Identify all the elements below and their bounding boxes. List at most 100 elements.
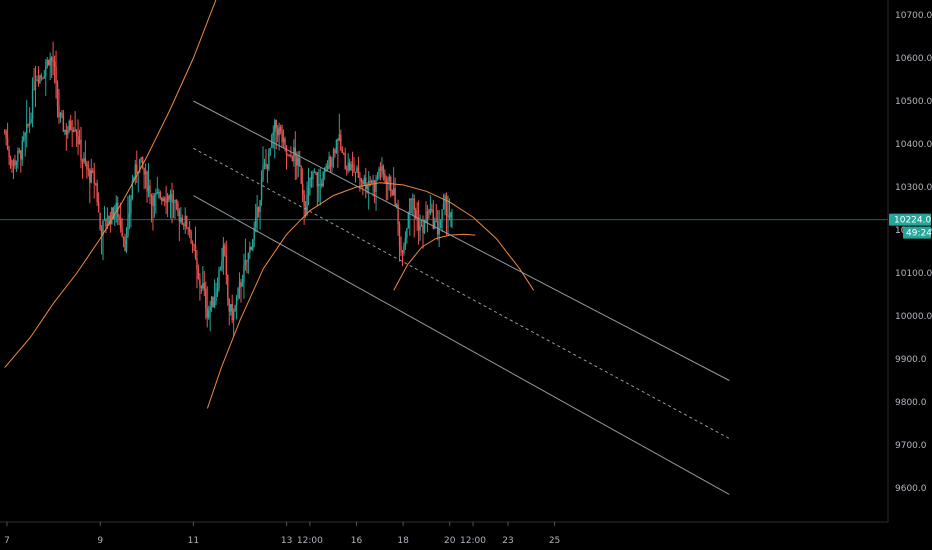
candle-body — [385, 178, 388, 184]
candle-body — [67, 130, 69, 135]
orange-arc[interactable] — [4, 0, 217, 368]
price-tick-label: 9900.0 — [895, 355, 927, 365]
candle-body — [232, 310, 235, 321]
candle-body — [225, 255, 228, 275]
candle-body — [363, 177, 366, 184]
candle-body — [75, 131, 78, 137]
candle-body — [83, 158, 85, 162]
price-tick-label: 9700.0 — [895, 441, 927, 451]
candle-body — [266, 164, 269, 169]
candle-body — [163, 198, 166, 202]
candle-body — [55, 66, 57, 83]
candle-body — [158, 192, 160, 194]
candle-body — [9, 157, 12, 166]
candle-body — [92, 170, 94, 173]
price-axis-background[interactable] — [888, 0, 932, 522]
time-tick-label: 12:00 — [297, 536, 323, 546]
candle-body — [24, 132, 26, 137]
candle-body — [347, 162, 349, 171]
candle-body — [410, 198, 412, 200]
candle-body — [299, 158, 301, 167]
price-tick-label: 10500.0 — [895, 97, 932, 107]
candle-body — [136, 164, 138, 173]
candle-body — [199, 279, 201, 286]
candle-body — [12, 160, 15, 166]
candle-body — [196, 257, 198, 270]
candle-body — [306, 195, 308, 215]
candle-body — [413, 198, 415, 211]
candle-body — [321, 183, 323, 186]
candle-body — [334, 149, 336, 153]
candle-body — [365, 177, 367, 189]
channel-upper-line[interactable] — [193, 100, 730, 381]
candle-body — [254, 217, 257, 228]
candle-body — [78, 139, 81, 145]
candle-body — [128, 213, 131, 219]
candle-body — [307, 185, 310, 196]
orange-arc[interactable] — [393, 233, 476, 291]
candle-body — [313, 172, 316, 174]
candle-body — [153, 195, 156, 206]
candle-body — [6, 138, 9, 150]
candle-body — [438, 228, 440, 235]
time-tick-label: 11 — [188, 536, 199, 546]
candle-body — [416, 217, 418, 221]
candle-body — [168, 195, 170, 200]
candle-body — [350, 164, 352, 171]
candle-body — [150, 195, 153, 197]
candle-body — [375, 179, 377, 192]
candle-body — [152, 195, 154, 206]
candle-body — [37, 79, 40, 84]
candle-body — [429, 209, 432, 213]
candle-body — [161, 197, 163, 202]
candle-body — [369, 180, 371, 182]
candle-body — [301, 183, 304, 195]
candle-body — [345, 169, 348, 171]
candle-body — [348, 162, 351, 171]
candle-body — [387, 181, 389, 184]
candle-body — [366, 185, 368, 189]
candle-body — [39, 75, 41, 84]
candle-body — [172, 200, 175, 203]
candle-body — [395, 204, 398, 207]
candle-body — [119, 218, 122, 229]
channel-lower-line[interactable] — [193, 195, 730, 495]
candle-body — [125, 235, 128, 252]
candle-body — [340, 134, 342, 150]
candle-body — [312, 172, 314, 180]
candle-body — [121, 228, 123, 237]
candle-body — [115, 202, 117, 213]
candle-body — [185, 215, 188, 228]
candle-body — [90, 170, 92, 183]
orange-arc[interactable] — [206, 182, 534, 409]
candle-body — [165, 201, 167, 203]
candle-body — [28, 122, 31, 126]
candle-body — [244, 260, 247, 266]
time-tick-label: 9 — [97, 536, 103, 546]
candle-body — [166, 195, 169, 203]
candle-body — [328, 156, 330, 170]
candle-body — [177, 203, 179, 212]
candle-body — [391, 190, 393, 196]
candle-body — [445, 196, 448, 216]
candle-body — [354, 171, 357, 173]
candle-body — [414, 210, 417, 218]
candle-body — [434, 221, 436, 229]
candle-body — [58, 106, 60, 118]
candle-body — [439, 220, 442, 229]
candle-body — [357, 167, 360, 178]
candle-body — [11, 165, 13, 167]
time-axis-background[interactable] — [0, 522, 888, 550]
countdown-label: 49:24 — [906, 229, 932, 239]
candle-body — [74, 129, 76, 132]
candle-body — [187, 227, 189, 229]
candle-body — [203, 283, 206, 289]
candle-body — [5, 131, 7, 139]
candle-body — [227, 274, 229, 300]
candle-body — [343, 153, 345, 155]
candle-body — [206, 307, 208, 318]
candle-body — [213, 301, 216, 308]
candle-body — [331, 160, 333, 167]
candle-body — [359, 177, 361, 179]
